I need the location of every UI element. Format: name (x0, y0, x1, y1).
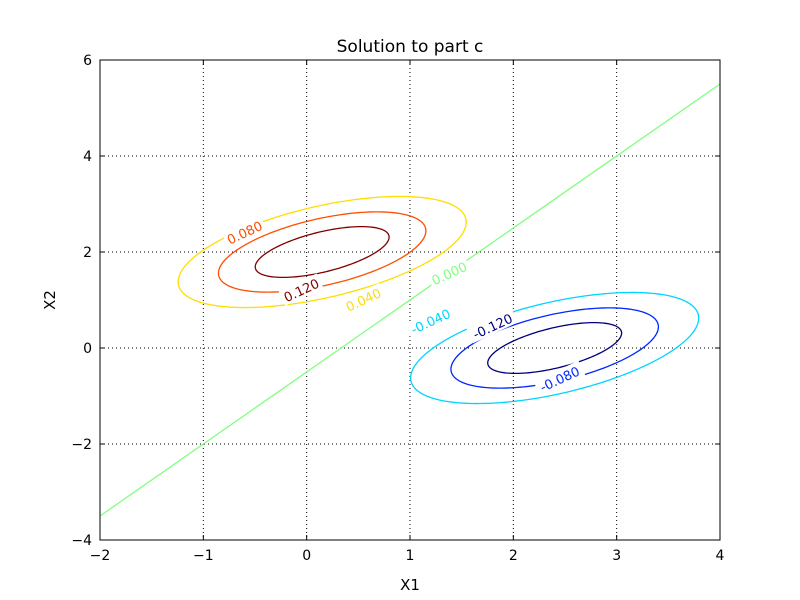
x-tick-label: 3 (612, 548, 621, 564)
x-axis-label: X1 (400, 576, 420, 594)
x-tick-label: −1 (193, 548, 214, 564)
contour-label-group: -0.120 (466, 307, 519, 344)
contour-line--0.040 (409, 291, 700, 405)
contour-label-background (533, 360, 586, 396)
y-tick-label: 6 (83, 53, 92, 69)
plot-layer (99, 83, 721, 517)
y-tick-label: 0 (83, 341, 92, 357)
contour-line--0.120 (487, 321, 623, 375)
y-tick-label: 4 (83, 149, 92, 165)
x-tick-label: 1 (406, 548, 415, 564)
contour-label-background (426, 256, 472, 289)
chart-title: Solution to part c (337, 37, 484, 57)
x-tick-label: 4 (716, 548, 725, 564)
contour-label-group: 0.120 (278, 273, 324, 306)
contour-line-0.080 (217, 211, 427, 293)
contour-label-background (340, 282, 386, 316)
contour-label-background (466, 307, 519, 344)
x-tick-label: −2 (90, 548, 111, 564)
y-tick-label: −2 (71, 437, 92, 453)
contour-label-background (404, 302, 457, 339)
y-tick-label: −4 (71, 533, 92, 549)
contour-label-background (221, 215, 267, 248)
contour-label-group: 0.080 (221, 215, 267, 248)
contour-line-0.040 (177, 195, 467, 309)
contour-label-group: -0.040 (404, 302, 457, 339)
contour-line-0.000 (99, 83, 721, 517)
y-axis-label: X2 (41, 290, 59, 310)
contour-label-background (278, 273, 324, 306)
y-tick-label: 2 (83, 245, 92, 261)
contour-line--0.080 (450, 307, 660, 389)
x-tick-label: 2 (509, 548, 518, 564)
contour-label-group: 0.000 (426, 256, 472, 289)
x-tick-label: 0 (302, 548, 311, 564)
contour-label-group: -0.080 (533, 360, 586, 396)
contour-line-0.120 (254, 225, 390, 279)
